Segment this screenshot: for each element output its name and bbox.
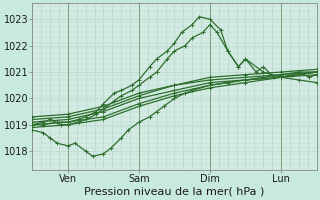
X-axis label: Pression niveau de la mer( hPa ): Pression niveau de la mer( hPa ) xyxy=(84,187,265,197)
